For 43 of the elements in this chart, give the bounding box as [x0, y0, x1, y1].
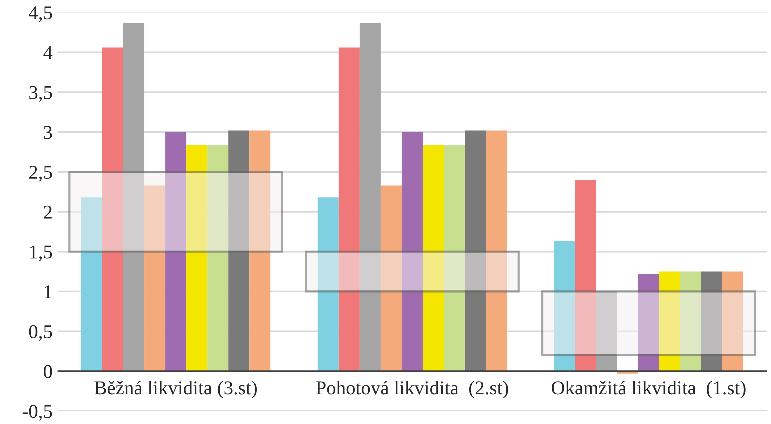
- bar: [228, 130, 250, 372]
- bar: [638, 274, 660, 372]
- bar: [318, 198, 339, 372]
- y-tick-label: 2,5: [30, 166, 52, 182]
- y-tick-label: 4: [44, 46, 53, 60]
- bar: [701, 272, 722, 372]
- bar: [338, 48, 360, 372]
- bar: [380, 186, 402, 372]
- bar: [360, 23, 381, 372]
- y-tick-label: 1,5: [30, 246, 52, 262]
- bar: [722, 272, 744, 372]
- bar: [554, 241, 576, 372]
- bar: [186, 145, 208, 372]
- x-tick-label: Okamžitá likvidita (1.st): [552, 380, 746, 399]
- y-tick-label: 2: [44, 206, 52, 219]
- bar: [575, 180, 596, 372]
- bar: [81, 198, 102, 372]
- y-tick-label: 3: [44, 126, 52, 140]
- bar: [465, 130, 486, 372]
- bar: [68, 171, 284, 253]
- bar: [402, 132, 423, 372]
- bar: [166, 132, 187, 372]
- y-tick-label: 3,5: [30, 86, 52, 102]
- y-tick-label: 1: [44, 286, 52, 298]
- bar: [124, 23, 145, 372]
- bar: [144, 186, 166, 372]
- bar: [102, 48, 124, 372]
- y-tick-label: 0: [44, 365, 52, 378]
- x-tick-label: Pohotová likvidita (2.st): [316, 380, 508, 399]
- bar: [422, 145, 444, 372]
- bar: [596, 292, 618, 372]
- y-tick-label: 4,5: [29, 6, 52, 22]
- bar: [541, 290, 756, 357]
- bar: [444, 145, 466, 372]
- bar: [680, 272, 702, 372]
- x-tick-label: Běžná likvidita (3.st): [94, 380, 257, 399]
- bar: [208, 145, 229, 372]
- bar: [486, 130, 508, 372]
- bar: [305, 250, 520, 293]
- bar: [659, 272, 680, 372]
- bar: [250, 130, 271, 372]
- y-tick-label: 0,5: [29, 325, 52, 342]
- y-tick-label: -0,5: [22, 405, 52, 422]
